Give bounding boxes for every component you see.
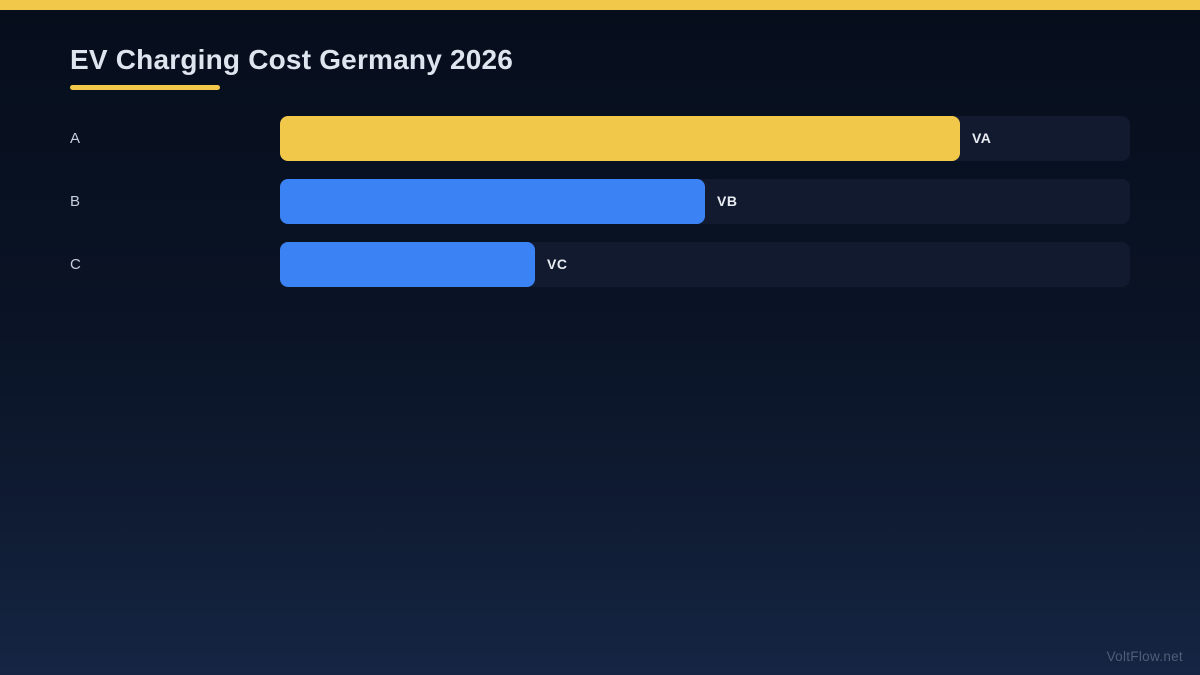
category-label-c: C [70,255,81,273]
chart-row-a: A VA [70,115,1130,161]
category-label-b: B [70,192,81,210]
bar-track-c: VC [280,241,1130,287]
value-label-b: VB [717,193,738,210]
value-label-c: VC [547,256,568,273]
bar-track-b: VB [280,178,1130,224]
title-underline [70,84,220,90]
chart-row-b: B VB [70,178,1130,224]
value-label-a: VA [972,130,992,147]
bar-a [280,115,960,161]
bar-b [280,178,705,224]
category-label-a: A [70,129,81,147]
bar-c [280,241,535,287]
watermark: VoltFlow.net [1106,649,1183,664]
page-title: EV Charging Cost Germany 2026 [70,44,514,75]
main-content: EV Charging Cost Germany 2026 A VA B VB … [0,0,1200,287]
top-accent-bar [0,0,1200,10]
bar-track-a: VA [280,115,1130,161]
bar-chart: A VA B VB C VC [70,115,1130,287]
chart-row-c: C VC [70,241,1130,287]
